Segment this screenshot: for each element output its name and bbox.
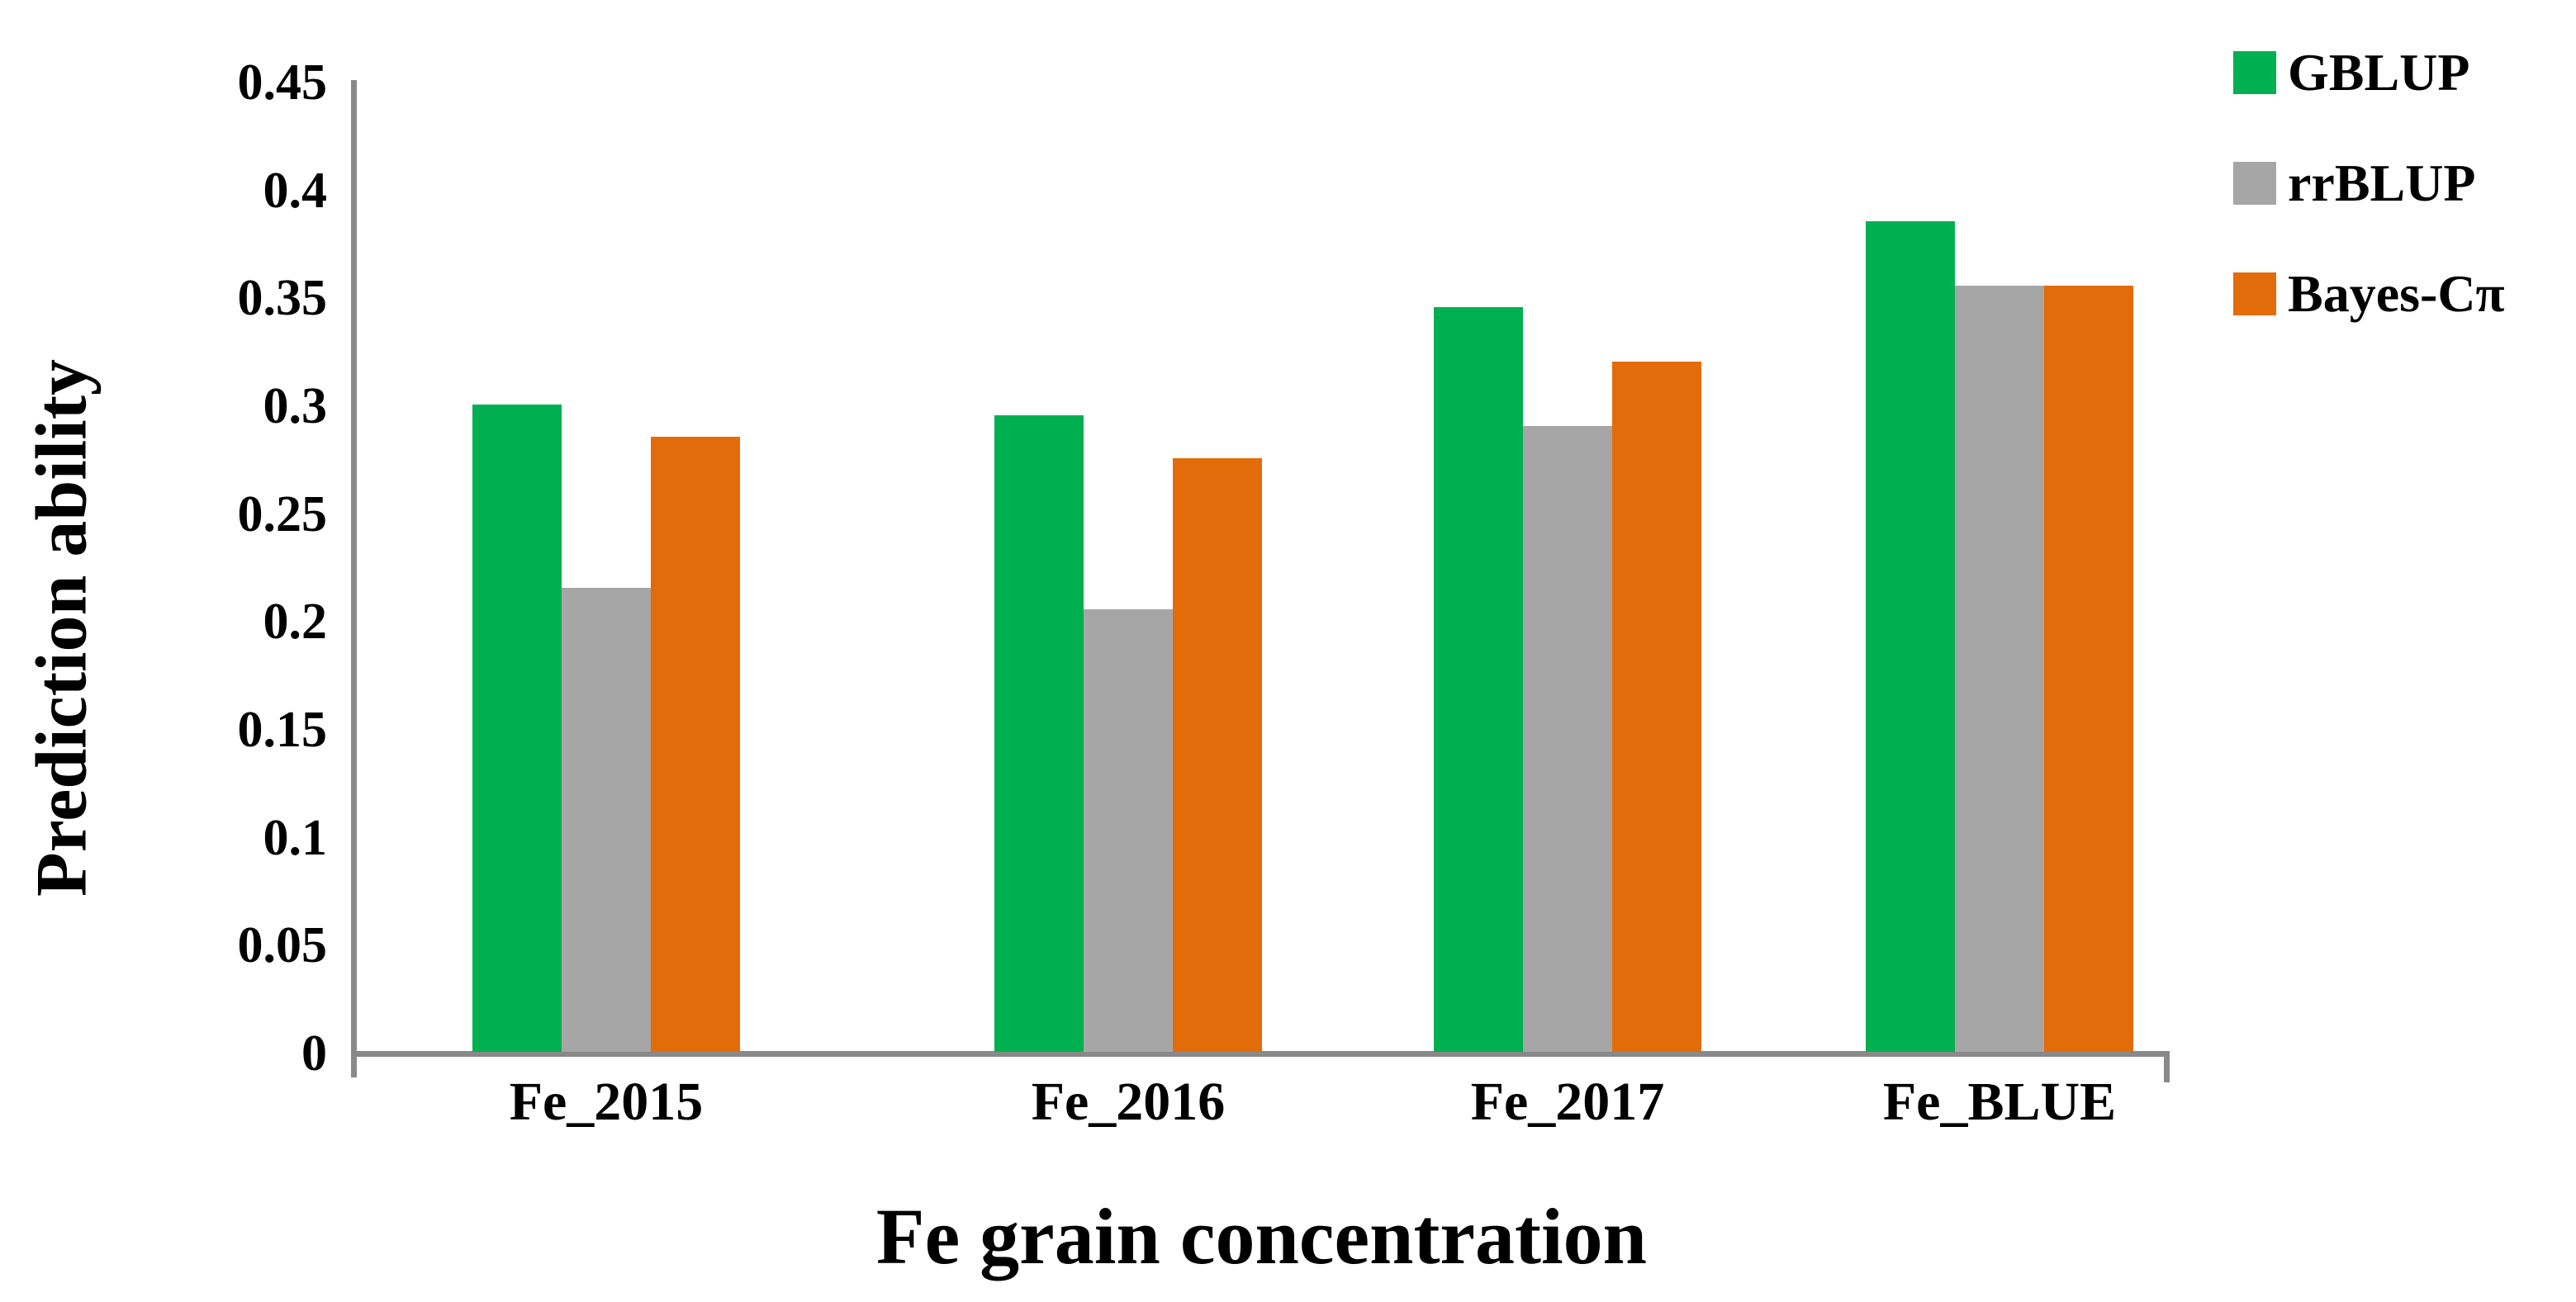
x-category-label-fe-2016: Fe_2016 xyxy=(1031,1072,1226,1132)
y-tick-label-0-15: 0.15 xyxy=(237,702,328,758)
bar-gblup-fe-2017 xyxy=(1434,307,1523,1052)
bar-rrblup-fe-2016 xyxy=(1084,609,1173,1052)
x-axis-line xyxy=(351,1051,2170,1057)
bar-gblup-fe-2016 xyxy=(994,415,1084,1052)
bar-gblup-fe-blue xyxy=(1866,221,1955,1052)
y-tick-label-0-3: 0.3 xyxy=(263,378,328,434)
y-tick-label-0-25: 0.25 xyxy=(237,485,328,542)
bar-bayes-c-fe-2016 xyxy=(1173,458,1262,1052)
y-tick-label-0-45: 0.45 xyxy=(237,54,328,111)
y-tick-label-0-35: 0.35 xyxy=(237,270,328,327)
legend-item-rrblup: rrBLUP xyxy=(2233,150,2505,216)
bar-rrblup-fe-blue xyxy=(1955,286,2044,1052)
x-category-label-fe-blue: Fe_BLUE xyxy=(1882,1072,2117,1132)
x-axis-end-tick xyxy=(2164,1051,2170,1082)
legend-swatch-rrblup xyxy=(2233,162,2276,205)
legend-label-bayes-c: Bayes-Cπ xyxy=(2288,264,2505,323)
legend-item-bayes-c: Bayes-Cπ xyxy=(2233,261,2505,327)
y-tick-label-0: 0 xyxy=(301,1025,327,1082)
y-tick-label-0-05: 0.05 xyxy=(237,917,328,974)
y-tick-label-0-4: 0.4 xyxy=(263,162,328,219)
x-axis-title: Fe grain concentration xyxy=(875,1192,1648,1281)
y-tick-label-0-1: 0.1 xyxy=(263,809,328,866)
legend-swatch-bayes-c xyxy=(2233,272,2276,315)
legend-label-gblup: GBLUP xyxy=(2288,43,2470,102)
bar-bayes-c-fe-2015 xyxy=(651,437,740,1052)
x-category-label-fe-2015: Fe_2015 xyxy=(509,1072,704,1132)
bar-rrblup-fe-2017 xyxy=(1523,426,1612,1052)
bar-rrblup-fe-2015 xyxy=(562,588,651,1052)
x-category-label-fe-2017: Fe_2017 xyxy=(1470,1072,1665,1132)
bar-bayes-c-fe-blue xyxy=(2044,286,2133,1052)
legend-item-gblup: GBLUP xyxy=(2233,40,2505,106)
legend: GBLUP rrBLUP Bayes-Cπ xyxy=(2233,40,2505,372)
y-axis-line xyxy=(351,80,357,1077)
legend-swatch-gblup xyxy=(2233,51,2276,94)
bar-bayes-c-fe-2017 xyxy=(1612,362,1701,1052)
bar-gblup-fe-2015 xyxy=(472,405,562,1052)
legend-label-rrblup: rrBLUP xyxy=(2288,154,2476,212)
y-tick-label-0-2: 0.2 xyxy=(263,594,328,651)
y-axis-title: Prediction ability xyxy=(21,358,102,897)
